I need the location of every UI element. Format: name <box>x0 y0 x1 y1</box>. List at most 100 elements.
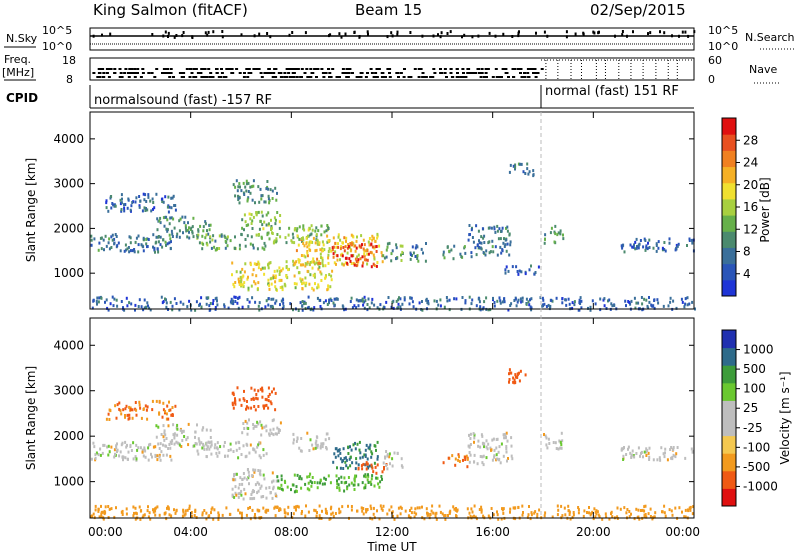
freq-dot <box>133 76 137 78</box>
range-cell <box>128 301 131 305</box>
range-cell <box>173 204 176 207</box>
range-cell <box>108 418 111 421</box>
range-cell <box>280 474 283 478</box>
freq-dot <box>374 72 378 74</box>
range-cell <box>109 302 112 306</box>
range-cell <box>241 283 244 287</box>
range-cell <box>559 229 562 233</box>
noise-trace <box>90 30 696 45</box>
range-cell <box>135 443 138 447</box>
range-cell <box>326 288 329 292</box>
range-cell <box>370 265 373 269</box>
range-cell <box>689 508 692 512</box>
range-cell <box>240 403 243 407</box>
range-cell <box>185 438 188 442</box>
freq-label-2: [MHz] <box>2 66 34 79</box>
range-cell <box>327 253 330 257</box>
freq-dot <box>421 76 425 78</box>
range-cell <box>139 446 142 450</box>
range-cell <box>528 303 531 307</box>
freq-dot <box>169 72 173 74</box>
range-cell <box>254 408 257 412</box>
range-cell <box>148 306 151 310</box>
range-cell <box>158 455 161 459</box>
range-cell <box>521 504 524 508</box>
freq-dot <box>439 72 443 74</box>
range-cell <box>302 224 305 228</box>
range-cell <box>386 242 389 246</box>
range-cell <box>266 180 269 183</box>
range-cell <box>365 510 368 514</box>
range-cell <box>143 513 146 517</box>
freq-dot <box>123 72 127 74</box>
range-cell <box>113 237 116 241</box>
range-cell <box>560 443 563 447</box>
range-cell <box>493 454 496 458</box>
range-cell <box>145 305 148 309</box>
range-cell <box>284 515 287 519</box>
range-cell <box>247 470 250 474</box>
range-cell <box>153 246 156 250</box>
freq-dot <box>215 72 219 74</box>
range-cell <box>573 303 576 307</box>
range-cell <box>278 279 281 283</box>
range-cell <box>256 491 259 495</box>
range-cell <box>219 445 222 449</box>
range-cell <box>151 408 154 412</box>
freq-dot <box>202 76 206 78</box>
range-cell <box>163 431 166 435</box>
range-cell <box>92 441 95 445</box>
range-cell <box>163 224 166 228</box>
freq-dot <box>461 68 465 70</box>
range-cell <box>267 187 270 191</box>
range-cell <box>223 234 226 238</box>
range-cell <box>650 303 653 307</box>
range-cell <box>345 464 348 468</box>
freq-dot <box>501 68 505 70</box>
range-cell <box>464 251 467 255</box>
power-panel-frame <box>89 111 695 310</box>
range-cell <box>308 227 311 231</box>
range-cell <box>414 255 417 258</box>
range-cell <box>170 413 173 417</box>
range-cell <box>317 261 320 265</box>
range-cell <box>366 465 369 469</box>
range-cell <box>130 449 133 452</box>
range-cell <box>329 481 332 485</box>
range-cell <box>443 256 446 260</box>
range-cell <box>315 439 318 443</box>
range-cell <box>196 423 198 427</box>
range-cell <box>261 214 264 218</box>
range-cell <box>157 250 160 254</box>
range-cell <box>376 463 379 467</box>
range-cell <box>162 238 165 242</box>
freq-dot <box>364 76 368 78</box>
range-cell <box>100 515 103 519</box>
range-cell <box>282 298 285 302</box>
range-cell <box>129 443 132 447</box>
range-cell <box>608 517 611 521</box>
range-cell <box>336 449 339 453</box>
range-cell <box>296 437 299 441</box>
range-cell <box>113 204 116 208</box>
range-cell <box>375 476 378 480</box>
freq-dot <box>209 72 213 74</box>
range-cell <box>645 244 648 248</box>
range-cell <box>263 200 266 204</box>
range-cell <box>371 517 374 521</box>
range-cell <box>304 262 307 266</box>
range-cell <box>171 235 174 238</box>
range-cell <box>514 297 517 301</box>
range-cell <box>327 227 330 230</box>
ytick-label: 4000 <box>53 132 84 146</box>
range-cell <box>479 305 482 309</box>
range-cell <box>686 303 689 307</box>
range-cell <box>457 453 460 457</box>
range-cell <box>408 515 411 519</box>
range-cell <box>365 461 368 465</box>
range-cell <box>510 436 513 440</box>
range-cell <box>640 509 642 512</box>
range-cell <box>460 255 463 259</box>
range-cell <box>357 260 360 264</box>
range-cell <box>490 507 493 510</box>
